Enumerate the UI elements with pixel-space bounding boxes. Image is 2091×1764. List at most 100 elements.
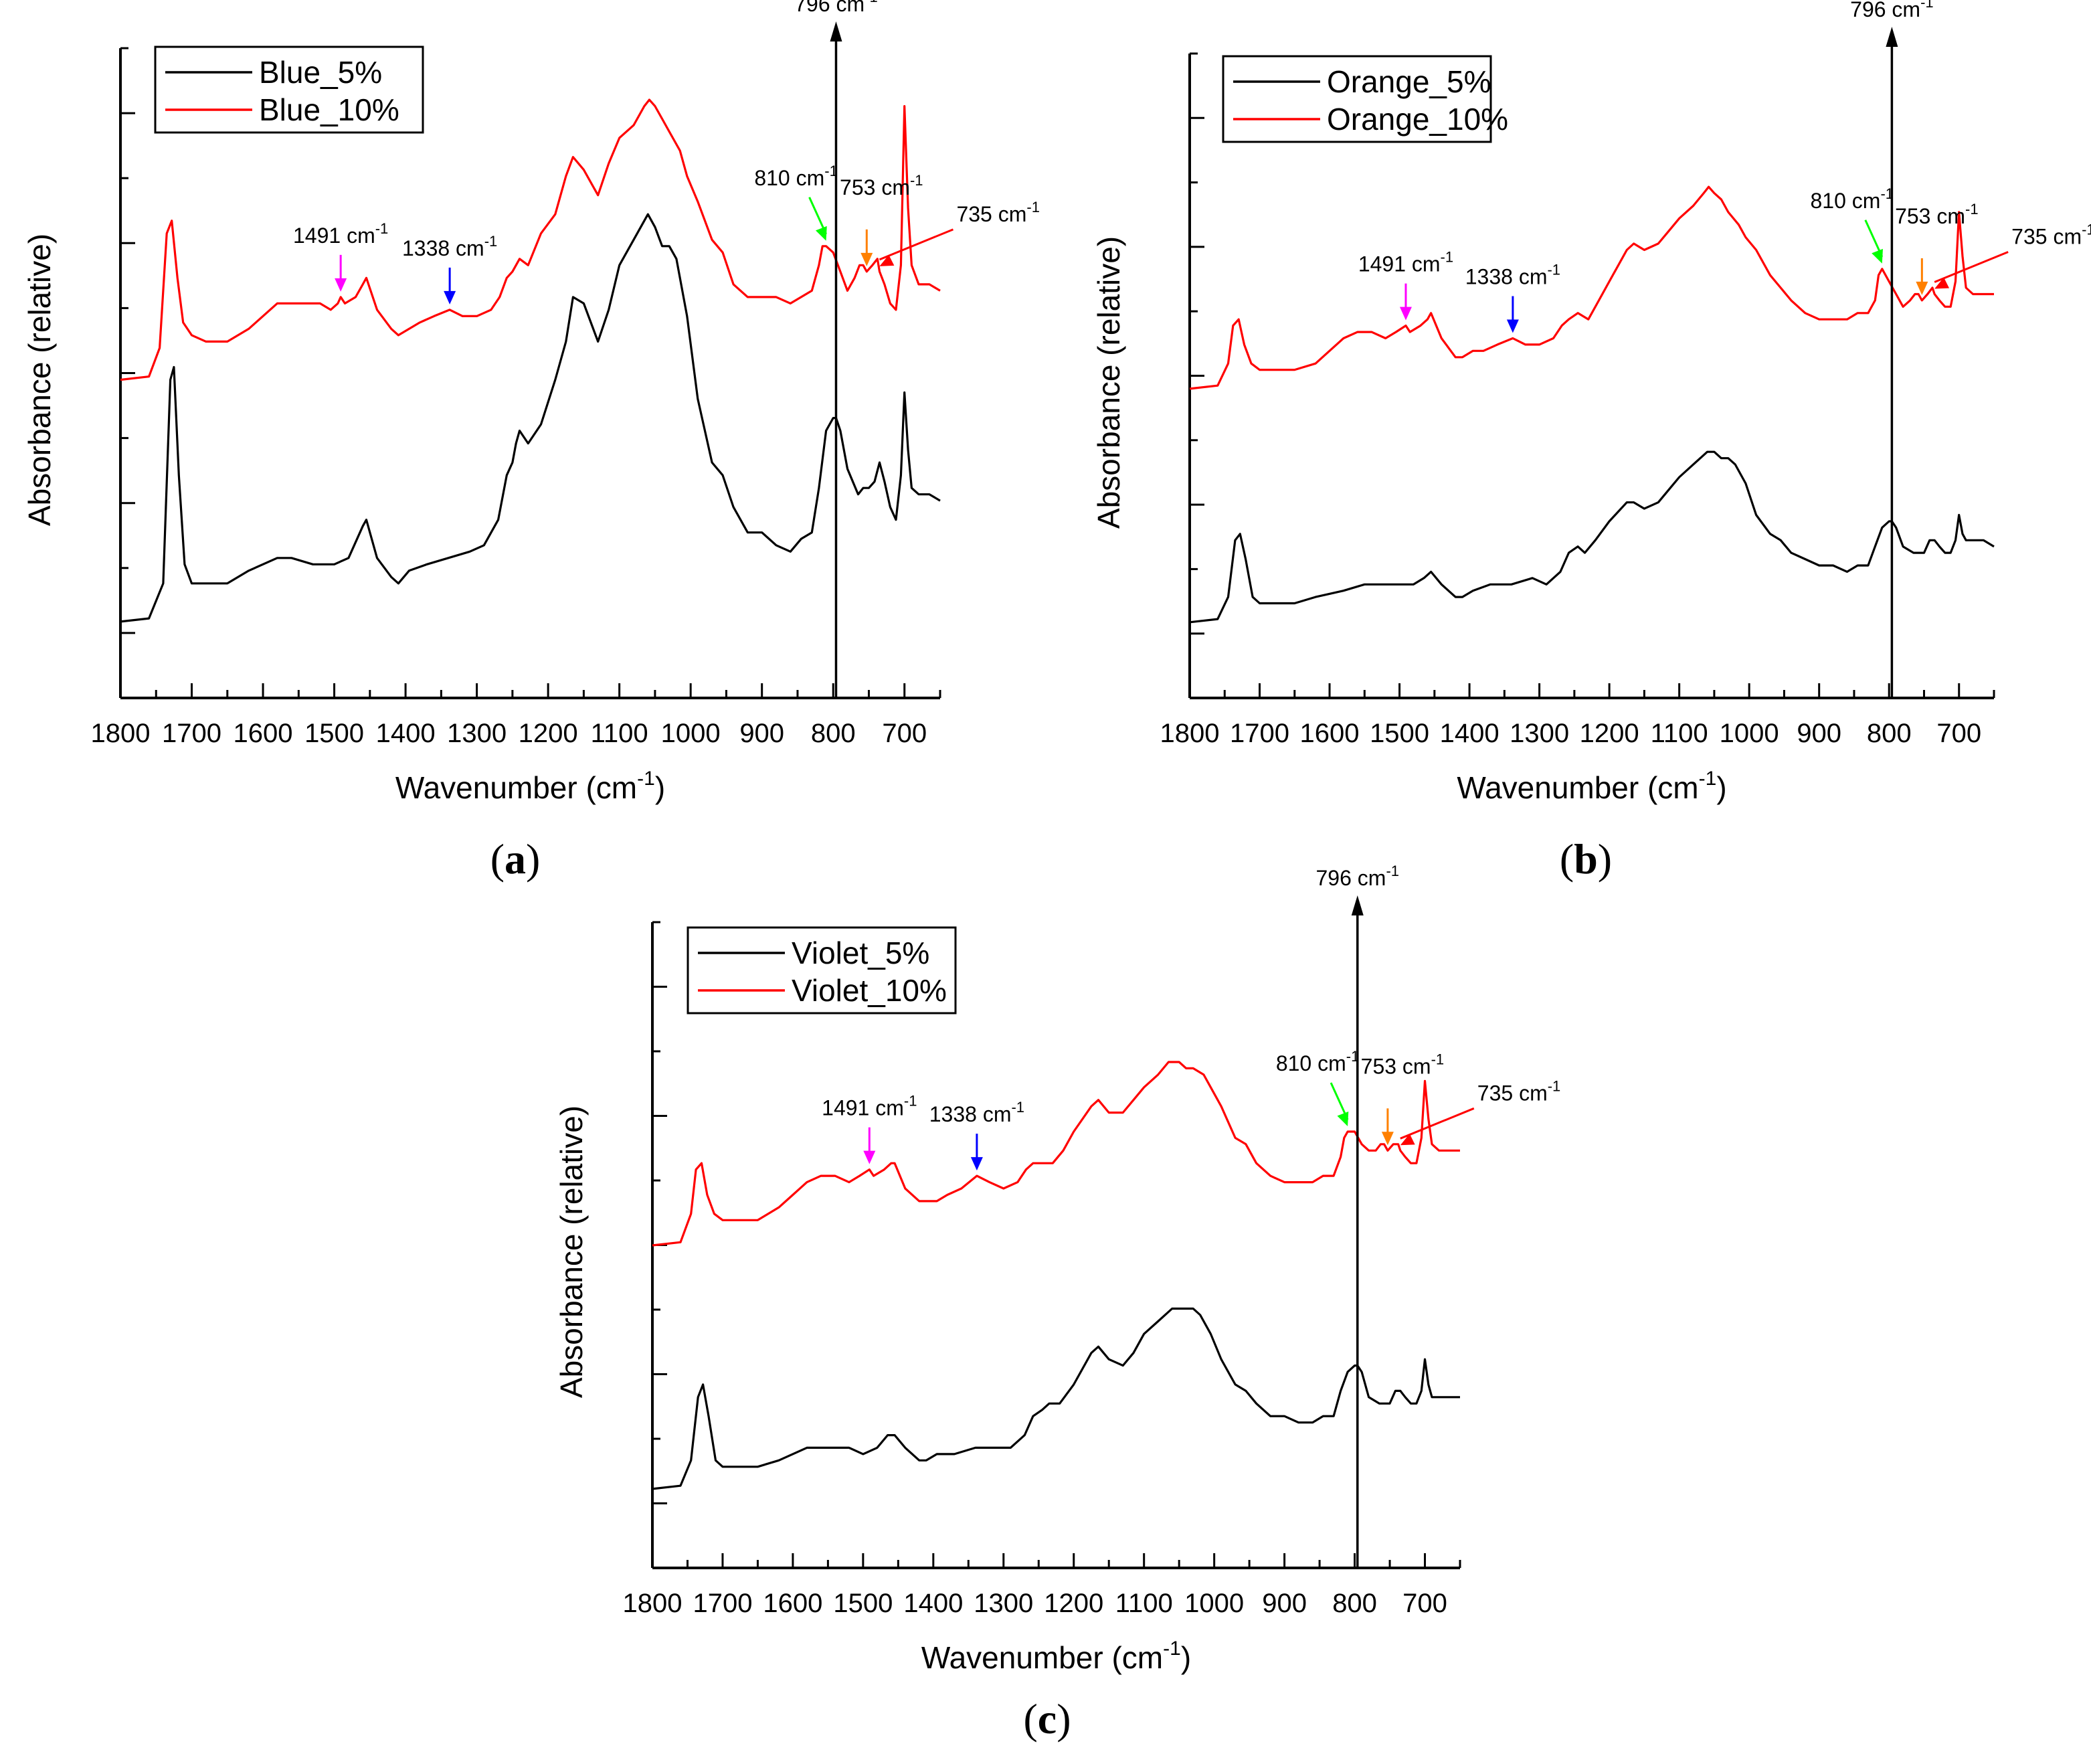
- series-line-10pct: [120, 98, 941, 381]
- annotation-label-1491: 1491 cm-1: [293, 220, 388, 248]
- panel-label: (a): [490, 835, 541, 883]
- x-axis-title-text: Wavenumber (cm: [395, 770, 637, 805]
- legend-box: [687, 926, 957, 1015]
- annotation-arrow-735: [1400, 1107, 1475, 1140]
- marker-label-text: 796 cm: [794, 0, 865, 16]
- x-tick-label: 1800: [91, 719, 151, 748]
- x-tick-label: 1000: [1184, 1589, 1244, 1618]
- panel-label: (b): [1560, 835, 1612, 883]
- annotation-label-1338-text: 1338 cm: [1465, 264, 1548, 288]
- marker-label: 796 cm-1: [794, 0, 878, 16]
- x-tick-label: 1400: [376, 719, 436, 748]
- panel-label-close: ): [1598, 835, 1612, 883]
- legend-label: Blue_10%: [259, 92, 399, 127]
- x-tick-label: 1200: [1580, 719, 1639, 748]
- y-axis-title: Absorbance (relative): [1091, 236, 1126, 529]
- x-tick-label: 700: [882, 719, 927, 748]
- x-axis-title-text: Wavenumber (cm: [1457, 770, 1698, 805]
- legend-box: [154, 46, 424, 134]
- annotation-arrowhead-735: [1934, 277, 1950, 289]
- x-tick-label: 1100: [1651, 719, 1708, 748]
- panel-label-close: ): [1057, 1695, 1071, 1743]
- annotation-label-1338: 1338 cm-1: [1465, 261, 1560, 288]
- legend: Blue_5%Blue_10%: [154, 46, 424, 134]
- x-tick-label: 1300: [447, 719, 507, 748]
- x-tick-label: 1300: [974, 1589, 1033, 1618]
- x-tick-label: 800: [1332, 1589, 1377, 1618]
- annotation-label-1338: 1338 cm-1: [929, 1099, 1024, 1126]
- x-tick-label: 1000: [1720, 719, 1779, 748]
- annotation-label-810-sup: -1: [824, 163, 838, 179]
- annotation-arrowhead-1338: [1506, 319, 1519, 333]
- panel-label-close: ): [526, 835, 540, 883]
- annotation-label-1491-text: 1491 cm: [1358, 252, 1441, 276]
- legend-box: [1222, 55, 1492, 143]
- annotation-label-1338-text: 1338 cm: [402, 236, 484, 260]
- x-axis-title-text: Wavenumber (cm: [921, 1640, 1163, 1675]
- annotation-arrowhead-753: [1381, 1132, 1394, 1146]
- x-tick-label: 1100: [591, 719, 648, 748]
- annotation-label-1491: 1491 cm-1: [1358, 249, 1453, 276]
- annotation-arrowhead-1491: [335, 278, 347, 292]
- annotation-label-1338-sup: -1: [1547, 261, 1560, 278]
- x-tick-label: 1800: [1160, 719, 1220, 748]
- marker-label-text: 796 cm: [1850, 0, 1920, 21]
- annotation-label-735-sup: -1: [1548, 1077, 1561, 1094]
- series-line-10pct: [652, 1061, 1460, 1247]
- annotation-label-810: 810 cm-1: [1811, 185, 1894, 213]
- x-tick-label: 800: [1867, 719, 1912, 748]
- x-tick-label: 900: [1262, 1589, 1307, 1618]
- legend-label: Violet_10%: [792, 973, 947, 1008]
- annotation-label-810-sup: -1: [1346, 1048, 1360, 1065]
- x-axis-title-sup: -1: [1699, 768, 1717, 790]
- legend: Violet_5%Violet_10%: [687, 926, 957, 1015]
- y-axis-title: Absorbance (relative): [554, 1106, 589, 1398]
- marker-label-sup: -1: [1386, 863, 1399, 879]
- panel-label: (c): [1023, 1695, 1071, 1743]
- marker-label: 796 cm-1: [1316, 863, 1400, 890]
- x-tick-label: 1400: [1440, 719, 1499, 748]
- annotation-label-1338: 1338 cm-1: [402, 233, 497, 260]
- marker-label: 796 cm-1: [1850, 0, 1934, 21]
- annotation-arrowhead-810: [1337, 1112, 1349, 1126]
- annotation-label-753-sup: -1: [1965, 201, 1979, 217]
- x-tick-label: 1500: [833, 1589, 893, 1618]
- annotation-label-1491-sup: -1: [375, 220, 389, 237]
- annotation-arrowhead-810: [815, 226, 827, 241]
- annotation-label-753-text: 753 cm: [1895, 204, 1965, 228]
- panel-label-open: (: [490, 835, 505, 883]
- annotation-label-1491-text: 1491 cm: [293, 224, 375, 248]
- series-line-5pct: [1189, 450, 1995, 624]
- annotation-arrowhead-1338: [970, 1157, 983, 1171]
- annotation-label-810-sup: -1: [1880, 185, 1894, 202]
- annotation-arrow-735: [879, 228, 954, 261]
- annotation-label-1338-sup: -1: [1011, 1099, 1024, 1116]
- x-tick-label: 1600: [234, 719, 293, 748]
- series-line-10pct: [1189, 185, 1994, 390]
- x-tick-label: 1200: [1044, 1589, 1103, 1618]
- annotation-arrowhead-753: [1916, 281, 1928, 295]
- chart-panel-c: 1800 1700 1600 1500 1400 1300 1200 1100 1000 900 8…: [554, 863, 1560, 1743]
- legend-label: Orange_10%: [1327, 102, 1508, 137]
- x-tick-label: 900: [739, 719, 784, 748]
- annotation-label-735-text: 735 cm: [956, 202, 1026, 226]
- annotation-label-753-text: 753 cm: [1361, 1054, 1431, 1078]
- annotation-label-753-sup: -1: [910, 172, 923, 189]
- chart-panel-b: 1800 1700 1600 1500 1400 1300 1200 1100 1000 900 8…: [1091, 0, 2091, 883]
- annotation-label-735-sup: -1: [2082, 221, 2091, 238]
- marker-label-text: 796 cm: [1316, 866, 1386, 890]
- annotation-arrowhead-810: [1872, 248, 1883, 264]
- x-axis-title: Wavenumber (cm-1): [921, 1638, 1191, 1675]
- series-line-5pct: [652, 1307, 1460, 1490]
- annotation-label-1491-text: 1491 cm: [822, 1096, 904, 1120]
- x-axis-title-end: ): [1716, 770, 1726, 805]
- annotation-label-735: 735 cm-1: [956, 199, 1040, 226]
- annotation-label-1338-text: 1338 cm: [929, 1102, 1012, 1126]
- x-axis-title-end: ): [1181, 1640, 1191, 1675]
- panel-label-open: (: [1560, 835, 1574, 883]
- marker-arrowhead: [1886, 27, 1898, 47]
- annotation-label-735-sup: -1: [1026, 199, 1040, 215]
- marker-label-sup: -1: [865, 0, 878, 5]
- panel-label-open: (: [1023, 1695, 1037, 1743]
